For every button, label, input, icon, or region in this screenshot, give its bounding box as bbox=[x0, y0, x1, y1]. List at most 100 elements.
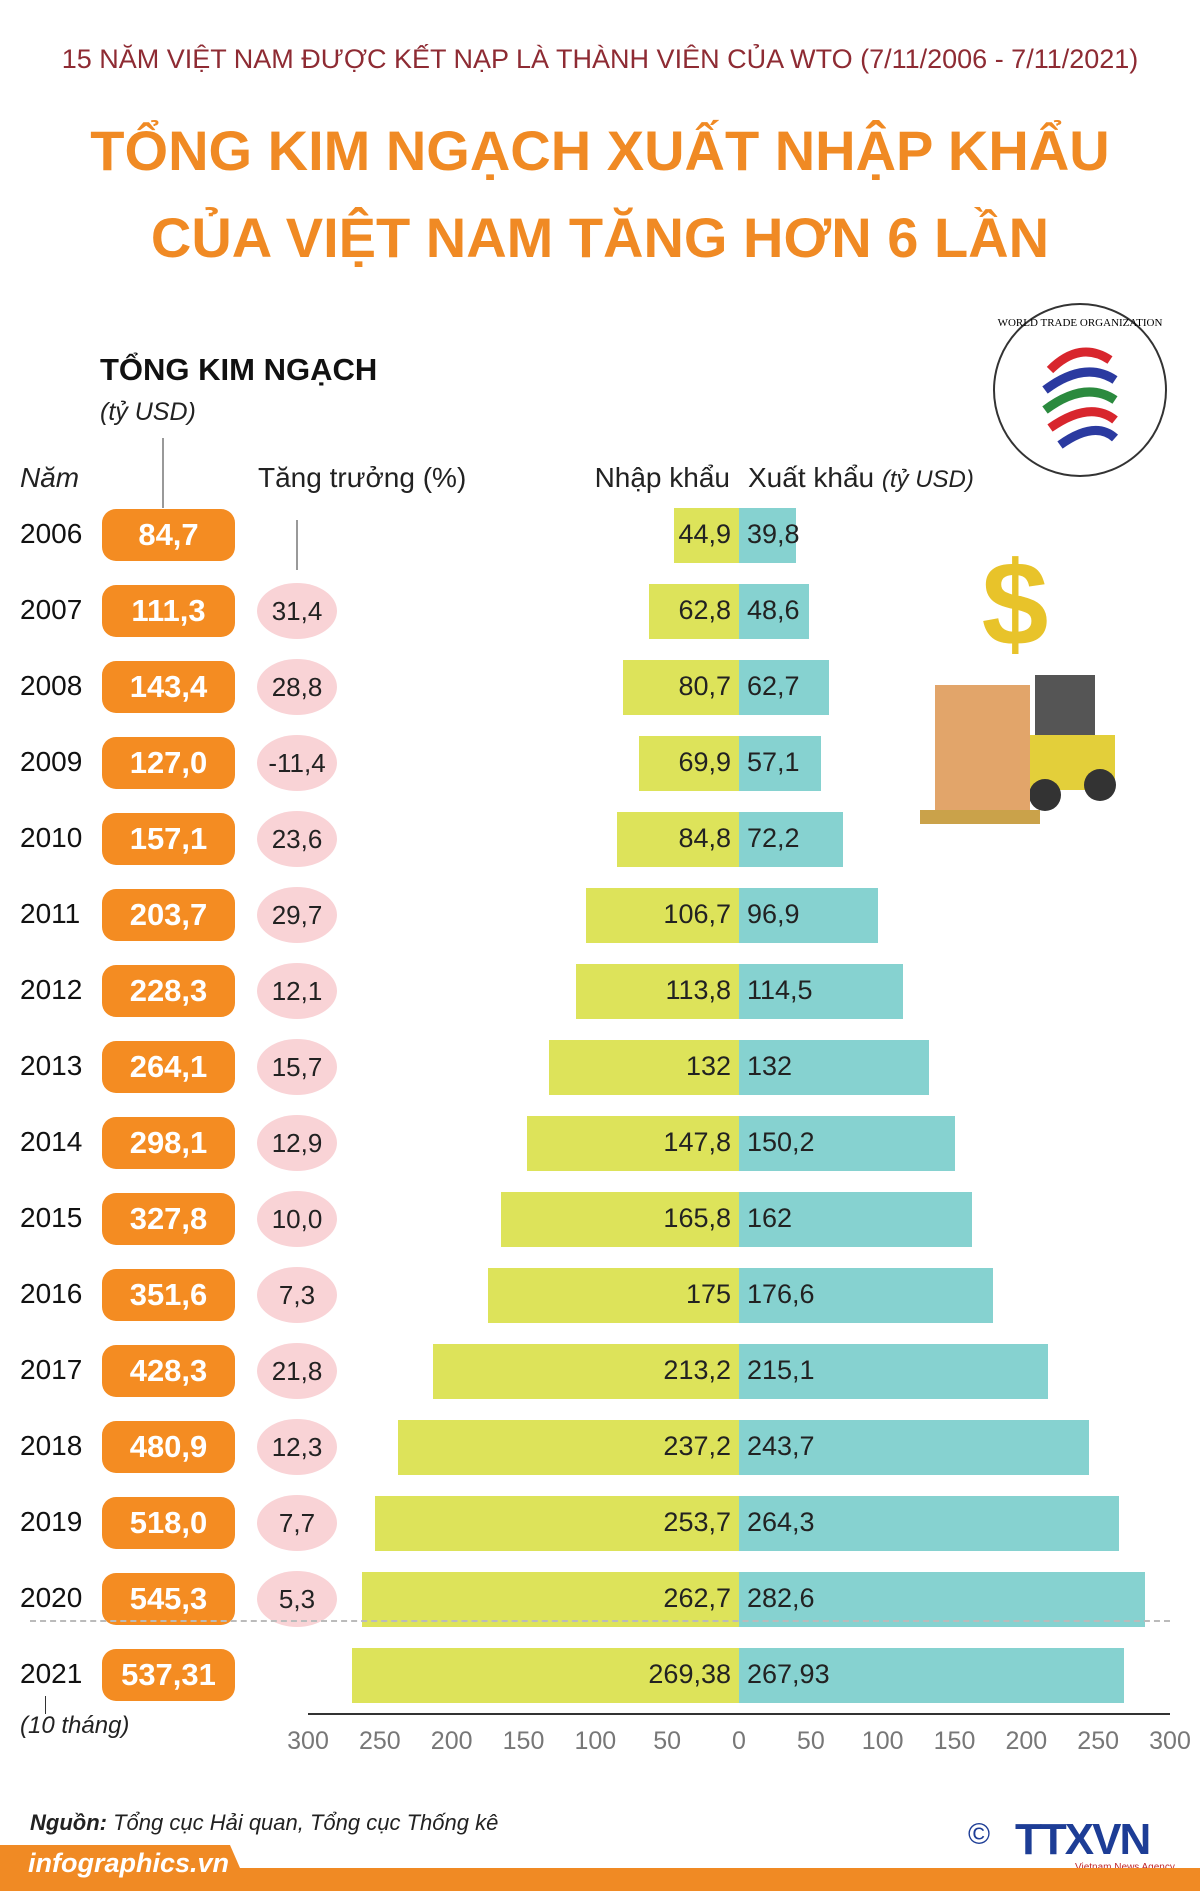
year-label: 2020 bbox=[20, 1582, 83, 1613]
export-bar bbox=[739, 1192, 972, 1247]
export-bar bbox=[739, 1648, 1124, 1703]
copyright-icon: © bbox=[968, 1818, 991, 1851]
svg-text:$: $ bbox=[982, 537, 1049, 671]
growth-value: 7,7 bbox=[257, 1495, 337, 1551]
import-bar bbox=[351, 1648, 739, 1703]
export-label: 162 bbox=[747, 1203, 793, 1233]
total-value: 298,1 bbox=[102, 1117, 235, 1169]
import-bar bbox=[549, 1040, 739, 1095]
total-value: 351,6 bbox=[102, 1269, 235, 1321]
year-label: 2016 bbox=[20, 1278, 83, 1309]
growth-value: 31,4 bbox=[257, 583, 337, 639]
export-bar bbox=[739, 1420, 1090, 1475]
year-label: 2017 bbox=[20, 1354, 83, 1385]
export-bar bbox=[739, 736, 822, 791]
x-tick-label: 250 bbox=[1077, 1727, 1120, 1755]
export-bar bbox=[739, 812, 843, 867]
import-bar bbox=[487, 1268, 739, 1323]
export-bar bbox=[739, 1116, 955, 1171]
year-label: 2008 bbox=[20, 670, 83, 701]
header-import: Nhập khẩu bbox=[594, 462, 730, 493]
import-label: 253,7 bbox=[663, 1507, 731, 1537]
source-label: Nguồn: bbox=[30, 1810, 107, 1835]
x-tick-label: 0 bbox=[732, 1727, 746, 1755]
header-growth: Tăng trưởng (%) bbox=[258, 462, 467, 493]
site-link[interactable]: infographics.vn bbox=[28, 1848, 230, 1878]
source: Nguồn: Tổng cục Hải quan, Tổng cục Thống… bbox=[30, 1810, 498, 1836]
import-label: 213,2 bbox=[663, 1355, 731, 1385]
total-value: 157,1 bbox=[102, 813, 235, 865]
total-unit: (tỷ USD) bbox=[100, 398, 196, 426]
total-value: 111,3 bbox=[102, 585, 235, 637]
export-bar bbox=[739, 1572, 1145, 1627]
total-value: 428,3 bbox=[102, 1345, 235, 1397]
source-text: Tổng cục Hải quan, Tổng cục Thống kê bbox=[113, 1810, 499, 1835]
import-label: 175 bbox=[685, 1279, 731, 1309]
growth-value: 21,8 bbox=[257, 1343, 337, 1399]
x-tick-label: 100 bbox=[861, 1727, 904, 1755]
export-label: 267,93 bbox=[747, 1659, 830, 1689]
title-line-2: CỦA VIỆT NAM TĂNG HƠN 6 LẦN bbox=[150, 206, 1050, 269]
growth-value: 23,6 bbox=[257, 811, 337, 867]
import-label: 237,2 bbox=[663, 1431, 731, 1461]
import-bar bbox=[617, 812, 739, 867]
import-bar bbox=[361, 1572, 739, 1627]
x-tick-label: 100 bbox=[574, 1727, 617, 1755]
year-label: 2021 bbox=[20, 1658, 83, 1689]
export-bar bbox=[739, 660, 830, 715]
import-bar bbox=[585, 888, 739, 943]
year-label: 2018 bbox=[20, 1430, 83, 1461]
year-label: 2012 bbox=[20, 974, 83, 1005]
header-export-label: Xuất khẩu bbox=[748, 462, 875, 493]
x-tick-label: 200 bbox=[1005, 1727, 1048, 1755]
year-note-2021: (10 tháng) bbox=[20, 1712, 130, 1739]
total-value: 228,3 bbox=[102, 965, 235, 1017]
year-label: 2019 bbox=[20, 1506, 83, 1537]
import-label: 147,8 bbox=[663, 1127, 731, 1157]
growth-value: 12,3 bbox=[257, 1419, 337, 1475]
growth-value: 15,7 bbox=[257, 1039, 337, 1095]
import-label: 80,7 bbox=[678, 671, 731, 701]
export-bar bbox=[739, 888, 879, 943]
export-label: 150,2 bbox=[747, 1127, 815, 1157]
header-year: Năm bbox=[20, 462, 80, 493]
ttxvn-subtitle: Vietnam News Agency bbox=[1075, 1862, 1175, 1873]
export-bar bbox=[739, 1344, 1049, 1399]
divider-2021 bbox=[30, 1620, 1170, 1622]
import-bar bbox=[575, 964, 739, 1019]
import-bar bbox=[638, 736, 739, 791]
x-tick-label: 150 bbox=[502, 1727, 545, 1755]
total-value: 143,4 bbox=[102, 661, 235, 713]
growth-value: 5,3 bbox=[257, 1571, 337, 1627]
import-bar bbox=[374, 1496, 739, 1551]
x-tick-label: 300 bbox=[1149, 1727, 1191, 1755]
x-tick-label: 200 bbox=[430, 1727, 473, 1755]
import-bar bbox=[623, 660, 739, 715]
x-tick-label: 250 bbox=[358, 1727, 401, 1755]
x-tick-label: 50 bbox=[653, 1727, 682, 1755]
header-export: Xuất khẩu (tỷ USD) bbox=[748, 462, 974, 494]
x-axis-line bbox=[308, 1713, 1170, 1715]
import-bar bbox=[648, 584, 739, 639]
import-label: 62,8 bbox=[678, 595, 731, 625]
growth-value: 29,7 bbox=[257, 887, 337, 943]
total-value: 327,8 bbox=[102, 1193, 235, 1245]
total-value: 545,3 bbox=[102, 1573, 235, 1625]
import-bar bbox=[398, 1420, 739, 1475]
export-label: 72,2 bbox=[747, 823, 800, 853]
import-label: 106,7 bbox=[663, 899, 731, 929]
export-label: 114,5 bbox=[747, 975, 813, 1005]
footer-bar bbox=[0, 1868, 1200, 1891]
wto-logo-text: WORLD TRADE ORGANIZATION bbox=[998, 317, 1163, 329]
export-bar bbox=[739, 508, 797, 563]
year-label: 2009 bbox=[20, 746, 83, 777]
import-bar bbox=[432, 1344, 739, 1399]
export-label: 215,1 bbox=[747, 1355, 815, 1385]
import-bar bbox=[674, 508, 739, 563]
total-value: 518,0 bbox=[102, 1497, 235, 1549]
export-label: 282,6 bbox=[747, 1583, 815, 1613]
x-tick-label: 150 bbox=[933, 1727, 976, 1755]
export-label: 176,6 bbox=[747, 1279, 815, 1309]
import-label: 269,38 bbox=[648, 1659, 731, 1689]
import-bar bbox=[526, 1116, 739, 1171]
